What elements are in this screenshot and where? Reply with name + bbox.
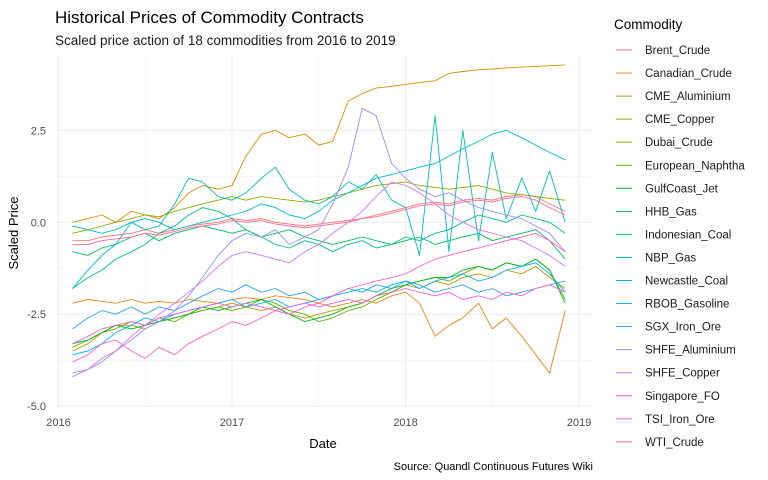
y-tick-label: -2.5 xyxy=(27,309,46,321)
plot-panel: 2.5 0.0 -2.5 -5.0 2016 2017 2018 2019 xyxy=(27,55,593,429)
y-tick-label: -5.0 xyxy=(27,401,46,413)
legend: Commodity Brent_Crude Canadian_Crude CME_A… xyxy=(614,17,745,449)
legend-label: CME_Aluminium xyxy=(645,91,731,103)
legend-item: SHFE_Copper xyxy=(616,368,720,380)
x-tick-label: 2016 xyxy=(46,417,70,429)
x-tick-label: 2018 xyxy=(393,417,417,429)
series-line-wti-crude xyxy=(72,196,566,245)
legend-item: Canadian_Crude xyxy=(616,68,732,80)
legend-item: SHFE_Aluminium xyxy=(616,345,736,357)
series-line-cme-aluminium xyxy=(72,64,566,223)
legend-item: Singapore_FO xyxy=(616,391,720,403)
legend-label: HHB_Gas xyxy=(645,206,697,218)
y-tick-label: 0.0 xyxy=(31,217,46,229)
legend-label: Newcastle_Coal xyxy=(645,276,728,288)
legend-label: CME_Copper xyxy=(645,114,715,126)
legend-item: WTI_Crude xyxy=(616,437,704,449)
legend-item: SGX_Iron_Ore xyxy=(616,322,721,334)
x-tick-label: 2019 xyxy=(567,417,591,429)
legend-item: TSI_Iron_Ore xyxy=(616,414,715,426)
legend-label: European_Naphtha xyxy=(645,160,745,172)
legend-label: SHFE_Copper xyxy=(645,368,720,380)
legend-items: Brent_Crude Canadian_Crude CME_Aluminium CM… xyxy=(616,45,745,449)
series-line-brent-crude xyxy=(72,194,566,242)
legend-item: HHB_Gas xyxy=(616,206,697,218)
y-axis-title: Scaled Price xyxy=(6,197,21,270)
series-lines xyxy=(72,64,566,378)
legend-title: Commodity xyxy=(614,17,683,32)
legend-label: Dubai_Crude xyxy=(645,137,713,149)
legend-label: Singapore_FO xyxy=(645,391,720,403)
legend-item: RBOB_Gasoline xyxy=(616,299,729,311)
x-axis-ticks: 2016 2017 2018 2019 xyxy=(46,417,591,429)
legend-item: GulfCoast_Jet xyxy=(616,183,719,195)
legend-item: CME_Aluminium xyxy=(616,91,731,103)
chart-title: Historical Prices of Commodity Contracts xyxy=(55,8,364,27)
series-line-shfe-copper xyxy=(72,181,566,374)
series-line-sgx-iron-ore xyxy=(72,280,566,330)
legend-label: TSI_Iron_Ore xyxy=(645,414,715,426)
series-line-tsi-iron-ore xyxy=(72,232,566,363)
chart-caption: Source: Quandl Continuous Futures Wiki xyxy=(394,461,593,473)
series-line-gulfcoast-jet xyxy=(72,258,566,345)
series-line-hhb-gas xyxy=(72,225,566,260)
legend-item: Brent_Crude xyxy=(616,45,710,57)
legend-label: RBOB_Gasoline xyxy=(645,299,729,311)
series-line-singapore-fo xyxy=(72,284,566,345)
legend-item: Newcastle_Coal xyxy=(616,276,728,288)
legend-item: CME_Copper xyxy=(616,114,715,126)
series-line-newcastle-coal xyxy=(72,129,566,289)
x-axis-title: Date xyxy=(309,436,336,451)
legend-label: Brent_Crude xyxy=(645,45,710,57)
legend-item: Dubai_Crude xyxy=(616,137,713,149)
legend-item: European_Naphtha xyxy=(616,160,745,172)
legend-label: Canadian_Crude xyxy=(645,68,732,80)
legend-label: Indonesian_Coal xyxy=(645,229,731,241)
chart-subtitle: Scaled price action of 18 commodities fr… xyxy=(55,33,396,48)
series-line-nbp-gas xyxy=(72,115,566,256)
grid xyxy=(55,55,593,408)
y-axis-ticks: 2.5 0.0 -2.5 -5.0 xyxy=(27,125,46,413)
legend-item: Indonesian_Coal xyxy=(616,229,731,241)
legend-label: GulfCoast_Jet xyxy=(645,183,719,195)
legend-label: NBP_Gas xyxy=(645,252,696,264)
legend-label: SHFE_Aluminium xyxy=(645,345,736,357)
x-tick-label: 2017 xyxy=(220,417,244,429)
legend-item: NBP_Gas xyxy=(616,252,696,264)
legend-label: SGX_Iron_Ore xyxy=(645,322,721,334)
series-line-dubai-crude xyxy=(72,181,566,234)
legend-label: WTI_Crude xyxy=(645,437,704,449)
y-tick-label: 2.5 xyxy=(31,125,46,137)
series-line-shfe-aluminium xyxy=(72,107,566,378)
